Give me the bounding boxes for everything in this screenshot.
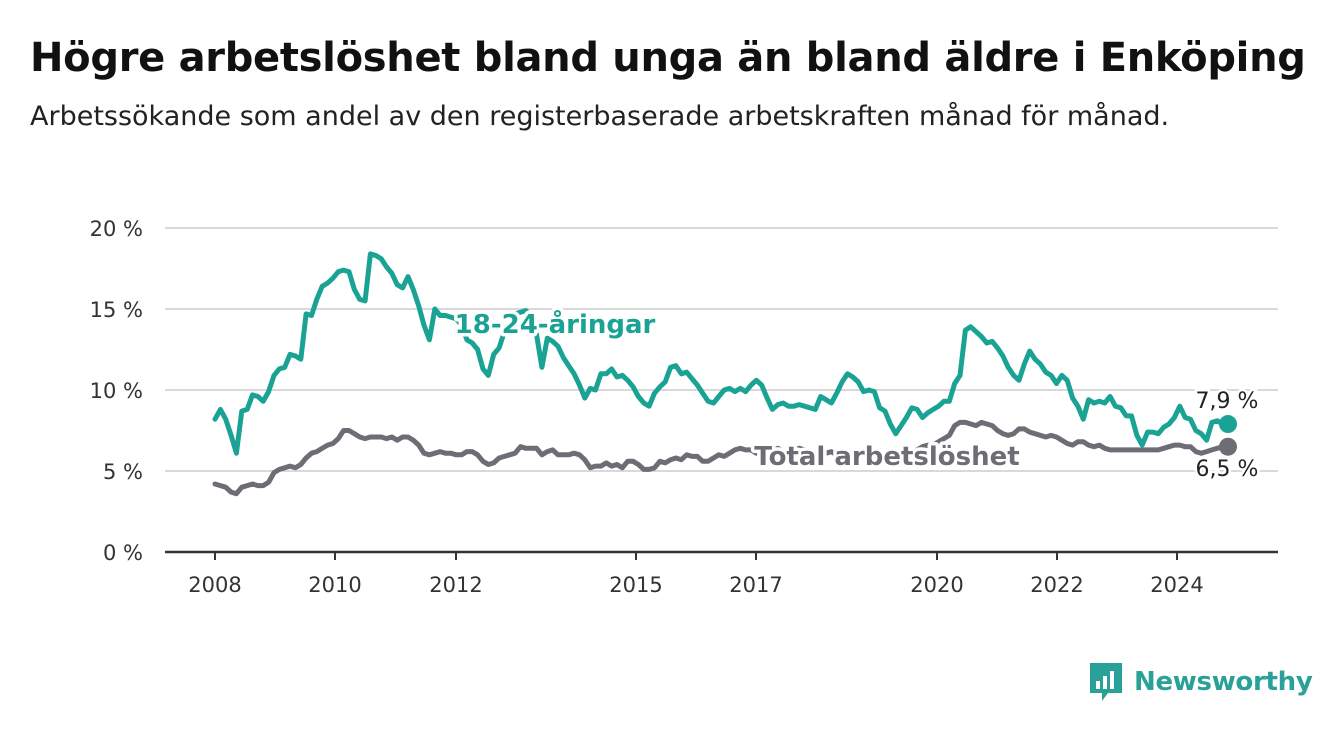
end-value-total: 6,5 %	[1196, 457, 1259, 482]
x-tick-label: 2020	[910, 573, 963, 597]
y-tick-label: 5 %	[103, 460, 143, 484]
chart-title: Högre arbetslöshet bland unga än bland ä…	[30, 35, 1306, 81]
series-labels: 18-24-åringar Total arbetslöshet 7,9 % 6,5 …	[451, 305, 1261, 485]
end-value-youth: 7,9 %	[1196, 389, 1259, 414]
x-tick-label: 2022	[1030, 573, 1083, 597]
gridlines	[165, 227, 1278, 472]
end-point-youth	[1219, 415, 1237, 434]
end-point-total	[1219, 437, 1237, 456]
y-tick-label: 20 %	[90, 217, 143, 241]
x-tick-label: 2024	[1150, 573, 1203, 597]
chart-subtitle: Arbetssökande som andel av den registerb…	[30, 101, 1170, 132]
x-tick-label: 2008	[188, 573, 241, 597]
series-line-youth	[212, 251, 1231, 456]
series-line-total	[212, 419, 1231, 497]
y-axis-ticks: 0 % 5 % 10 % 15 % 20 %	[90, 217, 143, 565]
newsworthy-logo-icon	[1090, 663, 1122, 701]
x-tick-label: 2017	[729, 573, 782, 597]
x-axis-ticks: 2008 2010 2012 2015 2017 2020 2022 2024	[188, 552, 1204, 597]
brand-name: Newsworthy	[1134, 667, 1313, 697]
x-tick-label: 2015	[609, 573, 662, 597]
y-tick-label: 10 %	[90, 379, 143, 403]
x-tick-label: 2012	[429, 573, 482, 597]
y-tick-label: 15 %	[90, 298, 143, 322]
series-lines	[212, 251, 1237, 497]
y-tick-label: 0 %	[103, 541, 143, 565]
x-tick-label: 2010	[308, 573, 361, 597]
series-label-youth: 18-24-åringar	[455, 308, 656, 340]
series-label-total: Total arbetslöshet	[754, 442, 1019, 472]
newsworthy-logo: Newsworthy	[1088, 661, 1313, 703]
